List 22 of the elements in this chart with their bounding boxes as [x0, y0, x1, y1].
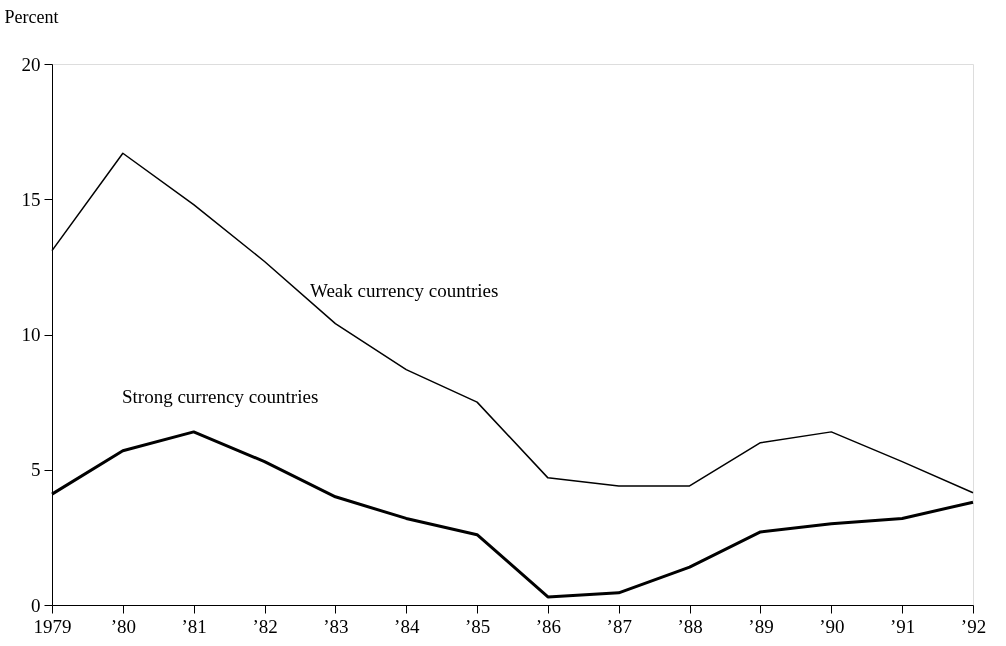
y-tick-label: 0	[31, 594, 41, 616]
x-tick-label: ’80	[110, 615, 137, 637]
x-tick-label: ’92	[960, 615, 987, 637]
x-tick-label: ’82	[252, 615, 278, 637]
x-tick-label: ’88	[677, 615, 703, 637]
x-tick-label: ’90	[819, 615, 845, 637]
y-tick-label: 15	[21, 188, 41, 210]
x-tick-label: ’86	[535, 615, 562, 637]
y-tick-label: 5	[31, 459, 41, 481]
x-tick-label: ’83	[323, 615, 349, 637]
y-tick-label: 20	[21, 53, 41, 75]
x-tick-label: ’85	[464, 615, 491, 637]
x-tick-label: ’89	[748, 615, 774, 637]
y-tick-label: 10	[21, 324, 41, 345]
x-tick-label: ’91	[889, 615, 916, 637]
x-tick-label: ’81	[181, 615, 207, 637]
y-axis-title: Percent	[4, 6, 59, 27]
text: Strong currency countries	[122, 386, 319, 407]
x-tick-label: ’84	[394, 615, 420, 637]
x-tick-label: 1979	[33, 615, 72, 637]
x-tick-label: ’87	[606, 615, 632, 637]
series-label: Weak currency countries	[310, 280, 499, 301]
